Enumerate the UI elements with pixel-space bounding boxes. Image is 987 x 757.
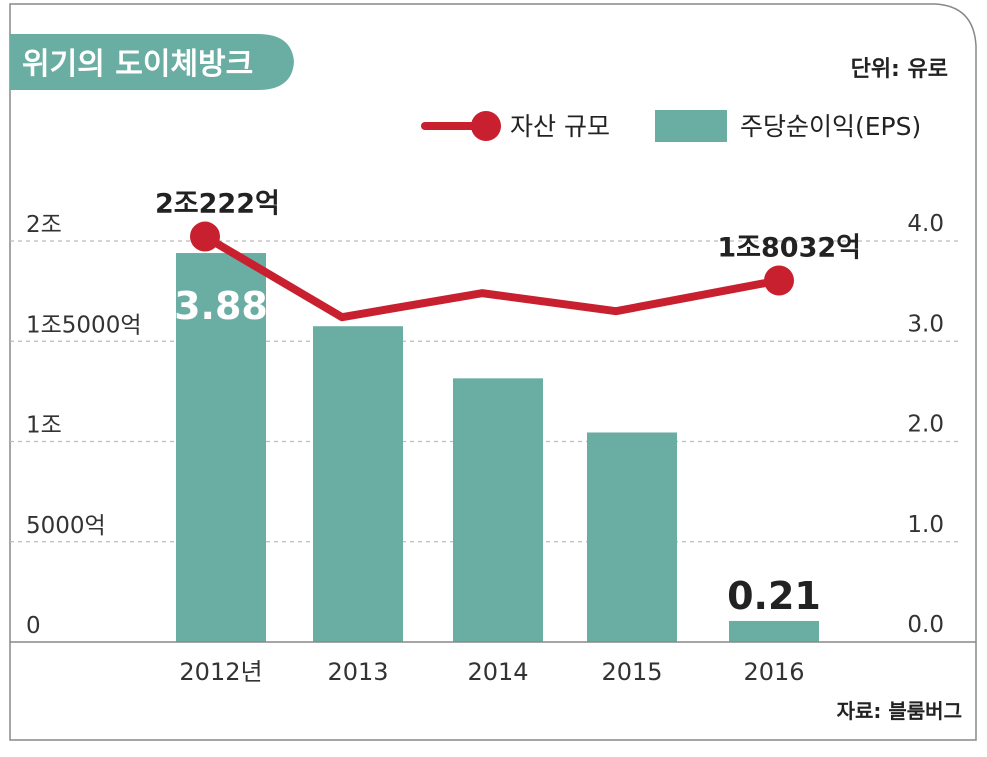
eps-bar [313, 326, 403, 642]
legend-line-marker [471, 111, 501, 141]
x-tick-label: 2013 [327, 658, 388, 686]
x-tick-label: 2012년 [179, 658, 262, 686]
eps-bar [729, 620, 819, 642]
left-axis: 0 5000억 1조 1조5000억 2조 [26, 212, 142, 639]
source-note: 자료: 블룸버그 [837, 699, 962, 723]
asset-line [190, 221, 794, 322]
left-tick-label: 1조 [26, 413, 62, 439]
eps-bar [453, 378, 543, 642]
eps-bar [587, 432, 677, 642]
x-tick-label: 2016 [743, 658, 804, 686]
x-tick-label: 2015 [601, 658, 662, 686]
right-tick-label: 3.0 [907, 311, 944, 337]
x-axis: 2012년 2013 2014 2015 2016 [179, 658, 804, 686]
asset-data-label: 1조8032억 [717, 232, 861, 263]
right-tick-label: 0.0 [907, 612, 944, 638]
eps-data-label: 3.88 [174, 284, 268, 328]
right-tick-label: 1.0 [907, 512, 944, 538]
legend-line-label: 자산 규모 [510, 112, 610, 141]
eps-bar [176, 253, 266, 642]
right-tick-label: 4.0 [907, 211, 944, 237]
title-banner [10, 34, 294, 90]
left-tick-label: 5000억 [26, 513, 106, 539]
legend-bar-swatch [655, 110, 727, 142]
x-tick-label: 2014 [467, 658, 528, 686]
unit-label: 단위: 유로 [851, 57, 948, 82]
legend-bar-label: 주당순이익(EPS) [740, 112, 921, 141]
legend: 자산 규모 주당순이익(EPS) [421, 110, 921, 142]
left-tick-label: 0 [26, 613, 41, 639]
chart-title: 위기의 도이체방크 [22, 47, 253, 82]
eps-data-label: 0.21 [727, 574, 821, 618]
asset-data-label: 2조222억 [155, 189, 280, 220]
data-labels: 3.88 0.21 2조222억 1조8032억 [155, 189, 861, 618]
asset-line-path [201, 232, 783, 322]
eps-bars [176, 253, 819, 642]
right-axis: 0.0 1.0 2.0 3.0 4.0 [907, 211, 944, 638]
right-tick-label: 2.0 [907, 412, 944, 438]
asset-point [190, 221, 220, 252]
asset-point [764, 265, 794, 296]
left-tick-label: 2조 [26, 212, 62, 238]
left-tick-label: 1조5000억 [26, 312, 142, 338]
